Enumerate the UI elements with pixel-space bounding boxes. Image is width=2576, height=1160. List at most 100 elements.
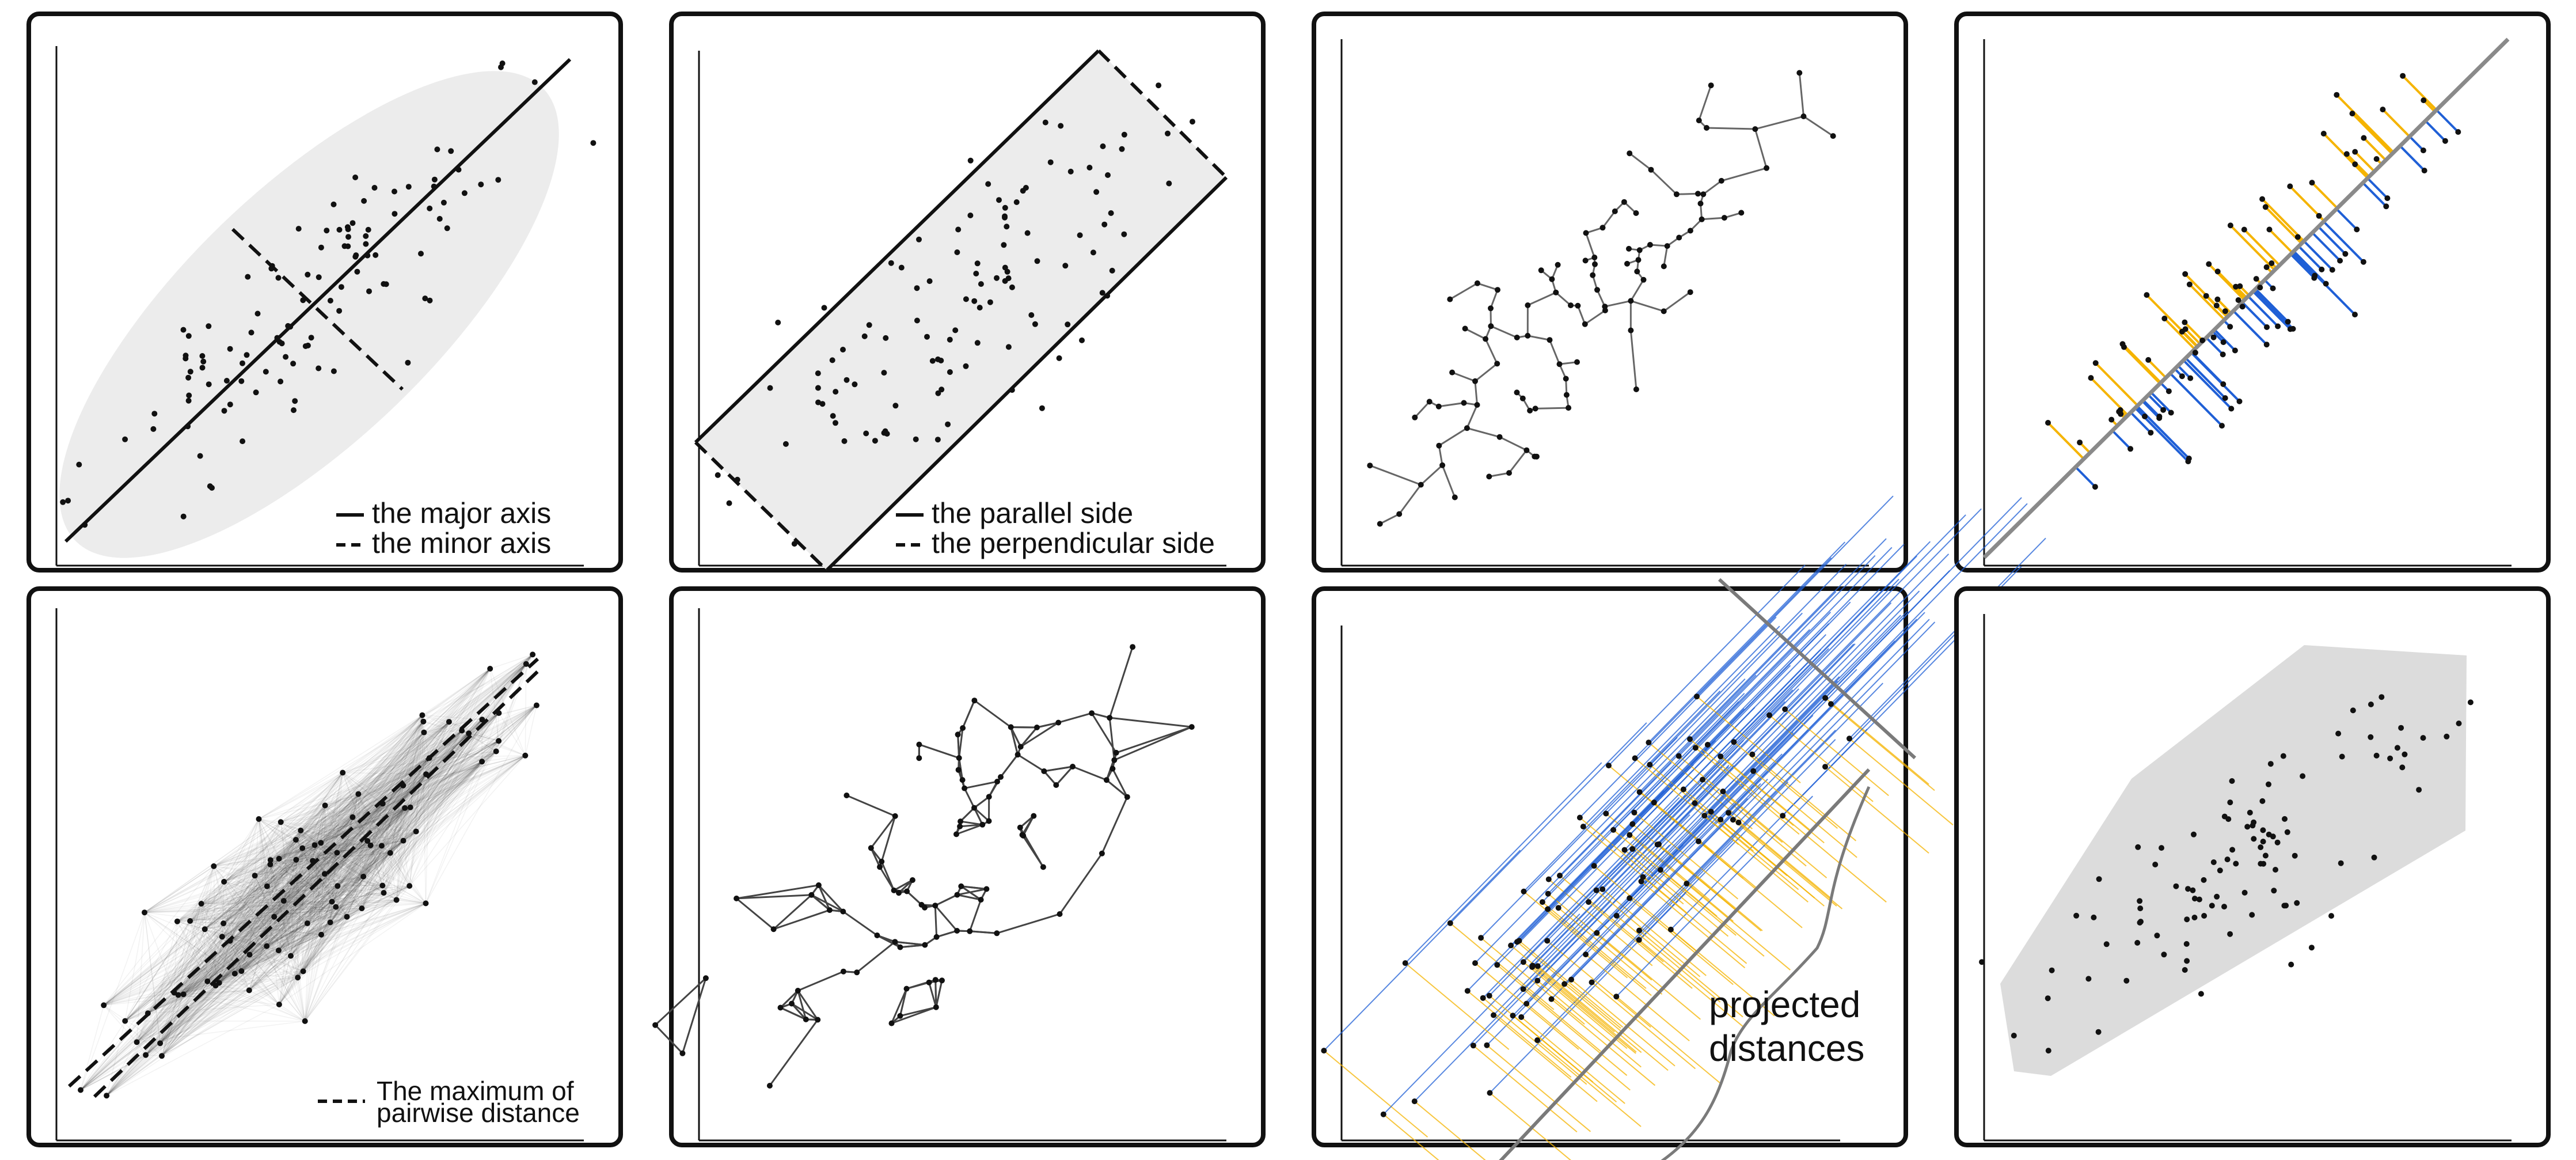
pairwise-line xyxy=(258,818,267,946)
point xyxy=(1533,453,1540,460)
pairwise-line xyxy=(481,750,497,762)
projection-line-lower xyxy=(1547,908,1652,996)
pairwise-line xyxy=(258,818,322,935)
point xyxy=(1544,938,1551,944)
pairwise-line xyxy=(278,830,302,951)
pairwise-line xyxy=(144,761,482,913)
graph-edge xyxy=(1021,815,1035,836)
point xyxy=(840,968,846,975)
pairwise-line xyxy=(402,732,425,786)
pairwise-line xyxy=(346,852,391,918)
point xyxy=(2379,694,2385,700)
point xyxy=(2281,903,2288,909)
pairwise-line xyxy=(269,839,297,865)
pairwise-line xyxy=(279,848,303,1005)
pairwise-line xyxy=(219,922,330,984)
point xyxy=(295,226,302,232)
parallel-side-top xyxy=(694,49,1100,444)
projection-line-lower xyxy=(1473,1045,1578,1133)
pairwise-line xyxy=(145,916,347,1056)
pairwise-line xyxy=(201,654,533,904)
pairwise-line xyxy=(178,772,343,995)
pairwise-line xyxy=(302,740,499,849)
pairwise-line xyxy=(189,860,313,922)
pairwise-line xyxy=(145,705,537,1056)
pairwise-line xyxy=(266,859,297,946)
pairwise-line xyxy=(145,875,256,1056)
pairwise-line xyxy=(297,664,527,978)
pairwise-line xyxy=(147,866,215,1014)
pairwise-line xyxy=(312,807,411,862)
graph-edge xyxy=(811,894,830,911)
pairwise-line xyxy=(207,980,305,1022)
pairwise-line xyxy=(267,859,297,887)
point xyxy=(275,275,282,281)
pairwise-line xyxy=(279,664,527,859)
pairwise-line xyxy=(159,985,216,1044)
pairwise-line xyxy=(278,844,316,951)
point xyxy=(803,1016,809,1022)
pairwise-line xyxy=(302,757,430,972)
point xyxy=(402,805,408,811)
pairwise-line xyxy=(174,785,404,994)
pairwise-line xyxy=(103,821,282,1006)
projection-line-upper xyxy=(1634,557,1832,759)
pairwise-line xyxy=(321,840,368,935)
pairwise-line xyxy=(336,903,426,908)
spanning-tree-plot xyxy=(1340,39,1869,567)
point xyxy=(821,305,827,311)
pairwise-line xyxy=(200,866,215,904)
pairwise-line xyxy=(249,830,301,955)
point xyxy=(1822,695,1829,701)
point xyxy=(1090,249,1096,256)
pairwise-line xyxy=(230,941,280,1005)
point xyxy=(1632,755,1638,761)
pairwise-line xyxy=(259,818,321,844)
point xyxy=(985,181,991,187)
point xyxy=(122,436,128,442)
point xyxy=(221,878,227,885)
projection-line-lower xyxy=(1532,966,1636,1054)
pairwise-line xyxy=(361,885,383,909)
projection-line-upper xyxy=(1521,816,1718,1018)
pairwise-line xyxy=(223,664,527,882)
pairwise-line xyxy=(80,858,280,1091)
pairwise-line xyxy=(302,732,424,849)
point xyxy=(2145,357,2152,363)
point xyxy=(2011,1033,2017,1038)
graph-edge xyxy=(846,794,896,817)
point xyxy=(2213,302,2220,309)
pairwise-line xyxy=(283,900,306,1022)
pairwise-line xyxy=(290,859,297,956)
point xyxy=(947,336,953,343)
projection-line-upper xyxy=(1383,913,1580,1115)
projection-line-upper xyxy=(1323,850,1521,1051)
point xyxy=(364,838,371,844)
point xyxy=(1111,757,1118,763)
point xyxy=(197,453,203,459)
point xyxy=(2220,351,2226,358)
point xyxy=(180,513,187,520)
point xyxy=(2263,264,2270,270)
point xyxy=(378,843,385,849)
point xyxy=(2127,446,2134,452)
pairwise-line xyxy=(159,755,526,1044)
point xyxy=(1483,336,1489,342)
pairwise-line xyxy=(214,866,426,904)
pairwise-line xyxy=(106,842,321,1096)
pairwise-line xyxy=(215,712,499,986)
pairwise-line xyxy=(249,774,427,991)
point xyxy=(207,483,213,490)
point xyxy=(1472,378,1478,384)
pairwise-line xyxy=(106,750,497,1096)
pairwise-line xyxy=(223,761,482,924)
pairwise-line xyxy=(329,772,343,923)
point xyxy=(2300,773,2306,779)
pairwise-line xyxy=(295,859,331,923)
point xyxy=(1009,284,1015,290)
graph-edge xyxy=(681,977,707,1054)
projection-line-upper xyxy=(1602,688,1799,890)
projection-line-lower xyxy=(1496,964,1601,1052)
pairwise-line xyxy=(106,982,220,1096)
pairwise-line xyxy=(178,852,337,996)
